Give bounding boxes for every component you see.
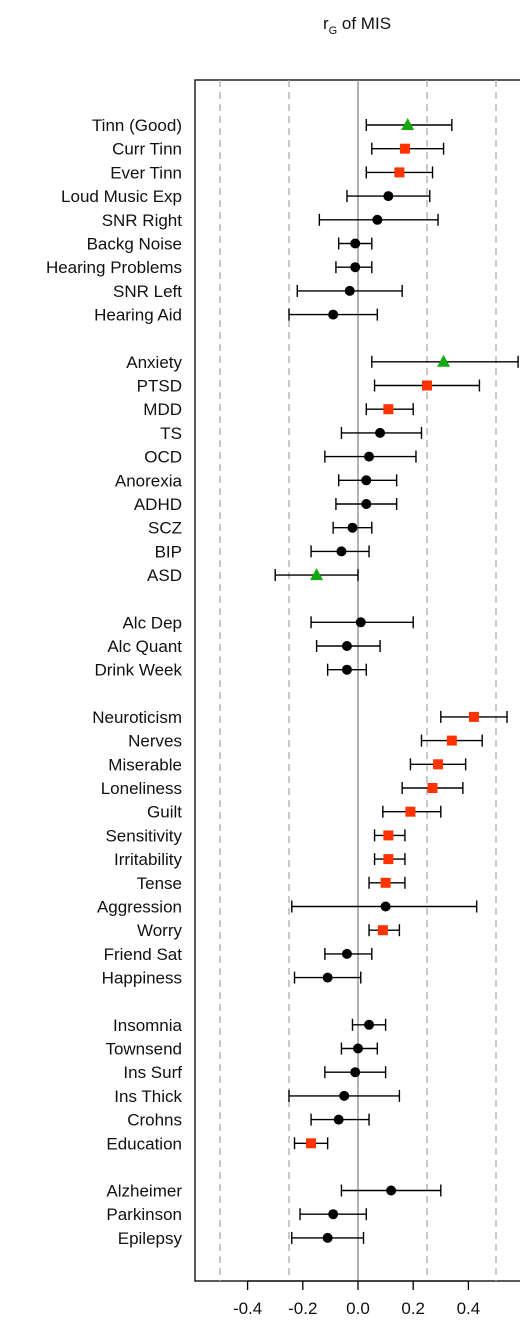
row-label-sensitivity: Sensitivity (105, 826, 182, 845)
row-label-bip: BIP (155, 542, 182, 561)
row-label-education: Education (106, 1134, 182, 1153)
grid-lines (219, 80, 497, 1281)
row-label-insomnia: Insomnia (113, 1016, 183, 1035)
row-label-hearing-aid: Hearing Aid (94, 306, 182, 325)
row-label-epilepsy: Epilepsy (118, 1229, 183, 1248)
row-label-guilt: Guilt (147, 803, 182, 822)
row-label-tinn-good: Tinn (Good) (92, 116, 182, 135)
point-snr-right (372, 214, 383, 225)
point-ocd (364, 451, 375, 462)
x-tick-label-4: 0.4 (457, 1299, 481, 1318)
row-label-snr-left: SNR Left (113, 282, 182, 301)
point-worry (377, 925, 388, 936)
point-scz (347, 522, 358, 533)
point-tense (380, 877, 391, 888)
row-label-ins-surf: Ins Surf (123, 1063, 182, 1082)
point-loneliness (427, 783, 438, 793)
row-label-scz: SCZ (148, 519, 182, 538)
point-markers (306, 118, 479, 1243)
point-hearing-aid (328, 309, 339, 320)
row-label-miserable: Miserable (108, 755, 182, 774)
chart-title: rG of MIS (323, 14, 391, 37)
point-ts (375, 427, 386, 438)
point-anxiety (437, 354, 451, 367)
point-ever-tinn (394, 167, 405, 178)
row-label-townsend: Townsend (105, 1040, 182, 1059)
row-label-curr-tinn: Curr Tinn (112, 140, 182, 159)
point-guilt (405, 806, 416, 817)
point-aggression (380, 901, 391, 912)
row-label-anxiety: Anxiety (126, 353, 182, 372)
point-parkinson (328, 1209, 339, 1220)
point-ptsd (422, 380, 432, 391)
row-label-tense: Tense (137, 874, 182, 893)
row-label-irritability: Irritability (114, 850, 183, 869)
row-label-loud-music-exp: Loud Music Exp (61, 187, 182, 206)
point-nerves (446, 735, 457, 746)
point-mdd (383, 404, 394, 415)
row-label-aggression: Aggression (97, 898, 182, 917)
row-label-mdd: MDD (143, 400, 182, 419)
row-label-ptsd: PTSD (137, 377, 182, 396)
x-tick-label-2: 0.0 (346, 1299, 370, 1318)
point-anorexia (361, 475, 372, 486)
row-label-nerves: Nerves (128, 732, 182, 751)
point-adhd (361, 499, 372, 509)
point-education (306, 1138, 317, 1149)
point-miserable (433, 759, 444, 770)
row-label-asd: ASD (147, 566, 182, 585)
row-label-hearing-problems: Hearing Problems (46, 258, 182, 277)
row-label-adhd: ADHD (134, 495, 182, 514)
row-label-crohns: Crohns (127, 1111, 182, 1130)
row-label-ts: TS (160, 424, 182, 443)
point-epilepsy (322, 1232, 333, 1243)
row-label-alc-dep: Alc Dep (122, 613, 182, 632)
point-ins-thick (339, 1090, 350, 1101)
row-label-ocd: OCD (144, 448, 182, 467)
point-bip (336, 546, 347, 557)
row-label-worry: Worry (137, 921, 183, 940)
point-curr-tinn (399, 143, 410, 154)
x-tick-label-3: 0.2 (401, 1299, 425, 1318)
row-label-parkinson: Parkinson (106, 1205, 182, 1224)
point-crohns (333, 1114, 344, 1125)
point-friend-sat (341, 948, 352, 959)
point-alc-quant (341, 641, 352, 651)
point-alzheimer (386, 1185, 397, 1196)
row-label-backg-noise: Backg Noise (87, 235, 182, 254)
point-neuroticism (468, 711, 479, 722)
row-label-neuroticism: Neuroticism (92, 708, 182, 727)
point-townsend (353, 1043, 363, 1054)
row-label-happiness: Happiness (102, 969, 182, 988)
point-asd (310, 568, 324, 581)
point-hearing-problems (350, 262, 361, 273)
point-tinn-good (401, 118, 415, 130)
row-label-anorexia: Anorexia (115, 471, 183, 490)
point-alc-dep (355, 617, 366, 628)
row-label-snr-right: SNR Right (102, 211, 183, 230)
point-loud-music-exp (383, 191, 394, 202)
point-backg-noise (350, 238, 361, 249)
error-bars (274, 119, 519, 1244)
x-axis: -0.4 -0.2 0.0 0.2 0.4 (233, 1280, 481, 1318)
point-snr-left (344, 285, 355, 296)
row-label-alzheimer: Alzheimer (106, 1182, 182, 1201)
point-drink-week (341, 664, 352, 675)
point-ins-surf (350, 1067, 361, 1078)
row-label-loneliness: Loneliness (101, 779, 182, 798)
row-label-friend-sat: Friend Sat (104, 945, 183, 964)
point-insomnia (364, 1019, 375, 1030)
row-label-drink-week: Drink Week (94, 661, 182, 680)
row-label-ever-tinn: Ever Tinn (110, 163, 182, 182)
point-happiness (322, 972, 333, 983)
row-labels: Tinn (Good) Curr Tinn Ever Tinn Loud Music … (46, 116, 183, 1248)
point-sensitivity (383, 830, 394, 841)
row-label-ins-thick: Ins Thick (114, 1087, 182, 1106)
point-irritability (383, 854, 394, 865)
row-label-alc-quant: Alc Quant (107, 637, 182, 656)
x-tick-label-0: -0.4 (233, 1299, 262, 1318)
x-tick-label-1: -0.2 (288, 1299, 317, 1318)
